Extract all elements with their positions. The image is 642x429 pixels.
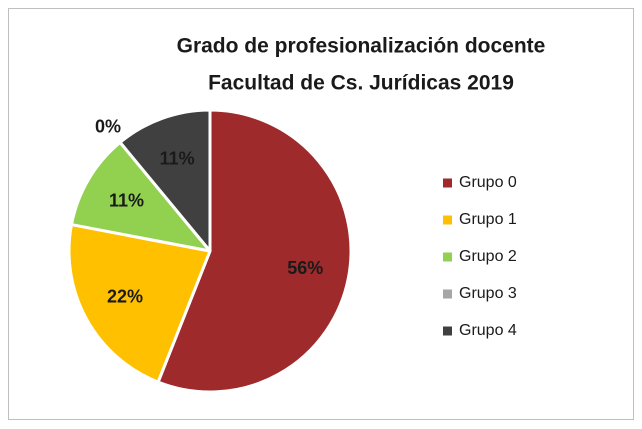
pie-slice bbox=[118, 108, 212, 253]
legend-label: Grupo 0 bbox=[459, 174, 517, 191]
pie-slice bbox=[67, 223, 212, 384]
legend-label: Grupo 2 bbox=[459, 248, 517, 265]
data-label: 11% bbox=[160, 148, 195, 168]
data-label: 22% bbox=[107, 286, 143, 306]
legend-swatch bbox=[443, 178, 452, 188]
legend-swatch bbox=[443, 215, 452, 225]
legend-label: Grupo 4 bbox=[459, 322, 517, 339]
legend-swatch bbox=[443, 326, 452, 336]
legend-label: Grupo 1 bbox=[459, 211, 517, 228]
legend-label: Grupo 3 bbox=[459, 285, 517, 302]
data-label: 0% bbox=[95, 116, 121, 136]
chart-title: Grado de profesionalización docente bbox=[177, 35, 546, 58]
chart-title: Facultad de Cs. Jurídicas 2019 bbox=[208, 72, 514, 95]
data-label: 11% bbox=[109, 190, 144, 210]
pie-slice bbox=[156, 108, 353, 394]
data-label: 56% bbox=[287, 258, 323, 278]
legend-swatch bbox=[443, 252, 452, 262]
pie-slice bbox=[69, 140, 212, 253]
legend-swatch bbox=[443, 289, 452, 299]
